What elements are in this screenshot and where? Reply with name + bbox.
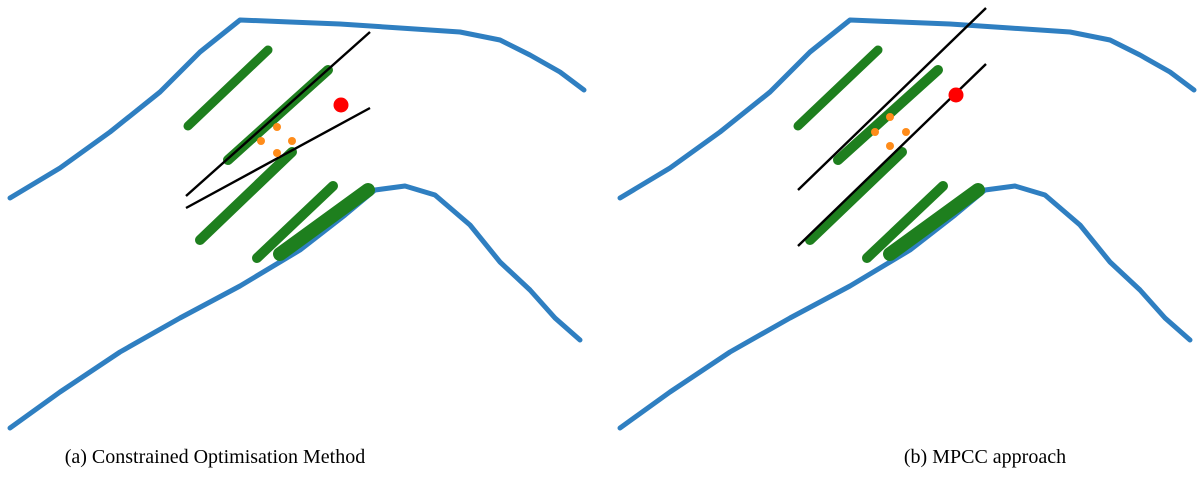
obstacle-cluster bbox=[883, 183, 985, 261]
obstacle-cluster bbox=[195, 147, 297, 245]
panel-b-caption: (b) MPCC approach bbox=[903, 446, 1067, 468]
obstacle-cluster bbox=[252, 181, 338, 263]
target-point bbox=[333, 97, 349, 113]
target-point bbox=[948, 87, 964, 103]
candidate-point bbox=[288, 137, 296, 145]
obstacle-cluster bbox=[183, 45, 273, 131]
candidate-point bbox=[273, 149, 281, 157]
candidate-point bbox=[886, 142, 894, 150]
candidate-point bbox=[257, 137, 265, 145]
constraint-line bbox=[185, 31, 371, 197]
upper-track-boundary bbox=[617, 17, 1197, 201]
obstacle-cluster bbox=[793, 45, 883, 131]
obstacle-cluster bbox=[862, 181, 948, 263]
constraint-line bbox=[797, 7, 987, 191]
candidate-point bbox=[871, 128, 879, 136]
constraint-line bbox=[185, 106, 371, 210]
candidate-point bbox=[273, 123, 281, 131]
obstacle-cluster bbox=[805, 147, 907, 245]
upper-track-boundary bbox=[7, 17, 587, 201]
panel-a-plot bbox=[7, 17, 587, 431]
candidate-point bbox=[902, 128, 910, 136]
panel-a: (a) Constrained Optimisation Method bbox=[0, 0, 590, 480]
panel-b-plot bbox=[617, 7, 1197, 431]
candidate-point bbox=[886, 113, 894, 121]
obstacle-cluster bbox=[273, 183, 375, 261]
panel-b: (b) MPCC approach bbox=[610, 0, 1200, 480]
panel-a-caption: (a) Constrained Optimisation Method bbox=[64, 446, 366, 468]
